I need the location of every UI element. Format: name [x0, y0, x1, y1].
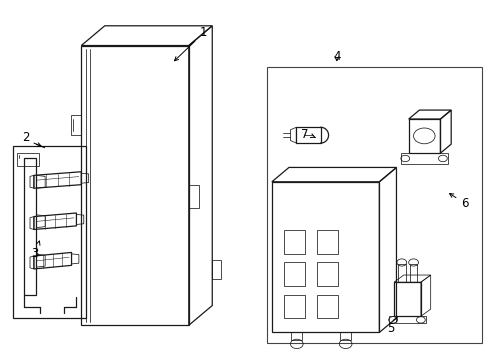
Text: 7: 7	[301, 127, 308, 141]
Text: 6: 6	[449, 194, 468, 210]
Text: 3: 3	[31, 241, 40, 260]
Text: 4: 4	[333, 50, 341, 63]
Text: 2: 2	[23, 131, 30, 144]
Text: 1: 1	[174, 27, 207, 61]
Text: 5: 5	[387, 317, 397, 335]
